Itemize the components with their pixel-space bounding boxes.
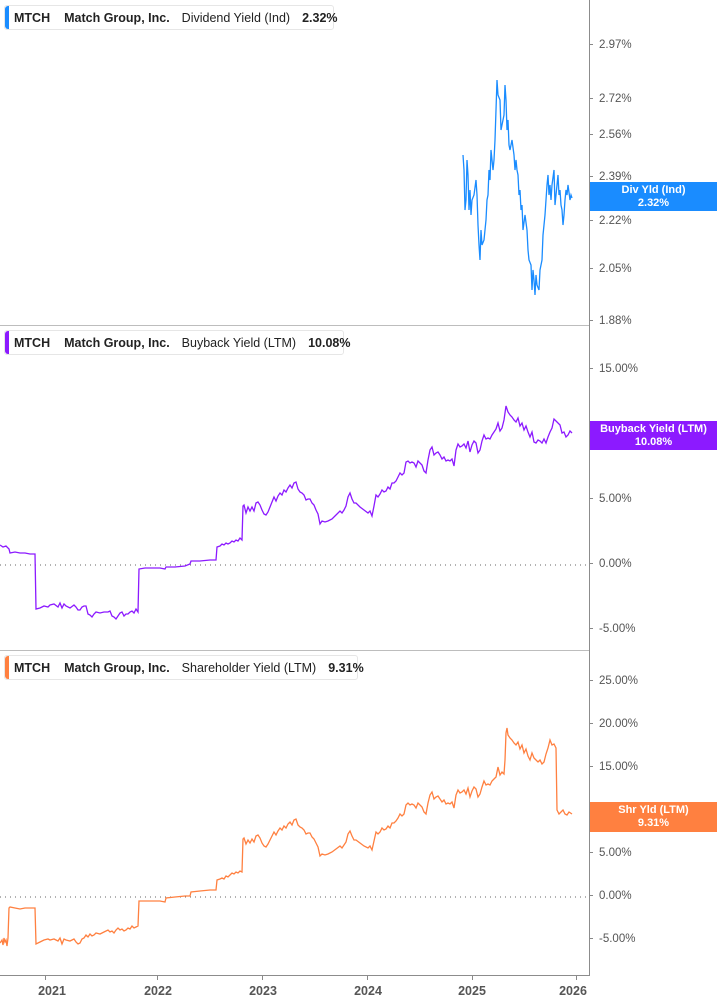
y-tick: 2.56% <box>590 129 632 141</box>
x-tick-mark <box>367 976 368 980</box>
shareholder-yield-plot[interactable] <box>0 650 590 975</box>
flag-value: 10.08% <box>634 436 673 448</box>
ticker: MTCH <box>14 335 51 350</box>
y-tick: 0.00% <box>590 890 632 902</box>
flag-value: 9.31% <box>637 817 670 829</box>
metric-value: 2.32% <box>302 10 338 25</box>
x-tick-mark <box>262 976 263 980</box>
y-tick: 2.22% <box>590 215 632 227</box>
y-tick: 2.97% <box>590 39 632 51</box>
y-tick: 5.00% <box>590 493 632 505</box>
dividend-yield-plot[interactable] <box>0 0 590 325</box>
company-name: Match Group, Inc. <box>64 335 170 350</box>
metric-name: Buyback Yield (LTM) <box>181 335 297 350</box>
panel-divider <box>0 325 590 326</box>
y-axis-line <box>589 0 590 325</box>
x-axis-label: 2023 <box>249 984 277 998</box>
series-color-swatch <box>5 656 9 679</box>
ticker: MTCH <box>14 10 51 25</box>
x-axis-line <box>0 975 590 976</box>
dividend-yield-legend: MTCH Match Group, Inc. Dividend Yield (I… <box>4 5 338 30</box>
y-tick: 2.72% <box>590 93 632 105</box>
series-color-swatch <box>5 331 9 354</box>
x-tick-mark <box>157 976 158 980</box>
last-value-flag: Buyback Yield (LTM) 10.08% <box>590 421 717 450</box>
metric-value: 10.08% <box>308 335 351 350</box>
y-tick: 25.00% <box>590 675 638 687</box>
ticker: MTCH <box>14 660 51 675</box>
metric-name: Dividend Yield (Ind) <box>181 10 291 25</box>
x-axis-label: 2022 <box>144 984 172 998</box>
shareholder-yield-panel: MTCH Match Group, Inc. Shareholder Yield… <box>0 650 717 975</box>
last-value-flag: Div Yld (Ind) 2.32% <box>590 182 717 211</box>
metric-value: 9.31% <box>328 660 364 675</box>
buyback-yield-panel: MTCH Match Group, Inc. Buyback Yield (LT… <box>0 325 717 650</box>
y-tick: 0.00% <box>590 558 632 570</box>
metric-name: Shareholder Yield (LTM) <box>181 660 317 675</box>
last-value-flag: Shr Yld (LTM) 9.31% <box>590 802 717 832</box>
x-axis-label: 2024 <box>354 984 382 998</box>
x-tick-mark <box>472 976 473 980</box>
shareholder-yield-legend: MTCH Match Group, Inc. Shareholder Yield… <box>4 655 364 680</box>
y-axis-line <box>589 325 590 650</box>
x-tick-mark <box>45 976 46 980</box>
panel-divider <box>0 650 590 651</box>
company-name: Match Group, Inc. <box>64 10 170 25</box>
x-tick-mark <box>576 976 577 980</box>
dividend-yield-panel: MTCH Match Group, Inc. Dividend Yield (I… <box>0 0 717 327</box>
company-name: Match Group, Inc. <box>64 660 170 675</box>
series-color-swatch <box>5 6 9 29</box>
y-tick: 15.00% <box>590 363 638 375</box>
flag-label: Shr Yld (LTM) <box>618 804 689 816</box>
y-tick: 15.00% <box>590 761 638 773</box>
y-tick: 5.00% <box>590 847 632 859</box>
y-tick: 2.39% <box>590 171 632 183</box>
buyback-yield-legend: MTCH Match Group, Inc. Buyback Yield (LT… <box>4 330 350 355</box>
y-tick: -5.00% <box>590 623 635 635</box>
x-axis-label: 2025 <box>458 984 486 998</box>
y-tick: -5.00% <box>590 933 635 945</box>
y-tick: 1.88% <box>590 315 632 327</box>
x-axis-label: 2021 <box>38 984 66 998</box>
flag-value: 2.32% <box>637 197 670 209</box>
y-tick: 20.00% <box>590 718 638 730</box>
flag-label: Buyback Yield (LTM) <box>600 423 707 435</box>
buyback-yield-plot[interactable] <box>0 325 590 650</box>
flag-label: Div Yld (Ind) <box>621 184 686 196</box>
x-axis-label: 2026 <box>559 984 587 998</box>
y-tick: 2.05% <box>590 263 632 275</box>
